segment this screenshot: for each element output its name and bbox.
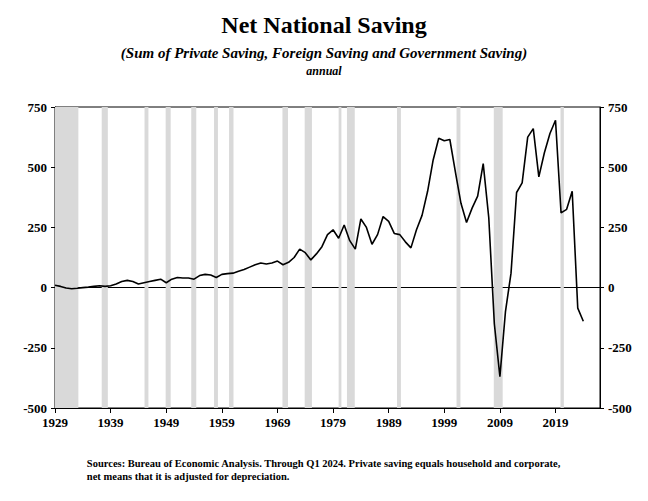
svg-text:1929: 1929 [42,415,69,430]
svg-text:500: 500 [608,160,628,175]
svg-text:1969: 1969 [264,415,291,430]
svg-text:1959: 1959 [209,415,236,430]
svg-text:0: 0 [608,280,615,295]
svg-text:750: 750 [608,100,628,115]
svg-text:-250: -250 [23,340,47,355]
svg-text:annual: annual [306,64,342,78]
svg-text:500: 500 [28,160,48,175]
svg-text:1979: 1979 [320,415,347,430]
svg-text:-500: -500 [608,401,632,416]
svg-text:-500: -500 [23,401,47,416]
svg-text:1999: 1999 [431,415,458,430]
svg-text:0: 0 [41,280,48,295]
svg-text:750: 750 [28,100,48,115]
svg-text:2009: 2009 [487,415,514,430]
svg-text:250: 250 [28,220,48,235]
svg-text:1939: 1939 [98,415,125,430]
svg-text:Sources: Bureau of Economic An: Sources: Bureau of Economic Analysis. Th… [87,458,561,469]
svg-text:Net National Saving: Net National Saving [221,12,426,38]
svg-text:net means that it is adjusted: net means that it is adjusted for deprec… [87,471,290,482]
svg-text:-250: -250 [608,340,632,355]
svg-text:1949: 1949 [153,415,180,430]
svg-text:(Sum of Private Saving, Foreig: (Sum of Private Saving, Foreign Saving a… [121,45,527,62]
svg-text:1989: 1989 [376,415,403,430]
svg-text:250: 250 [608,220,628,235]
svg-text:2019: 2019 [543,415,570,430]
